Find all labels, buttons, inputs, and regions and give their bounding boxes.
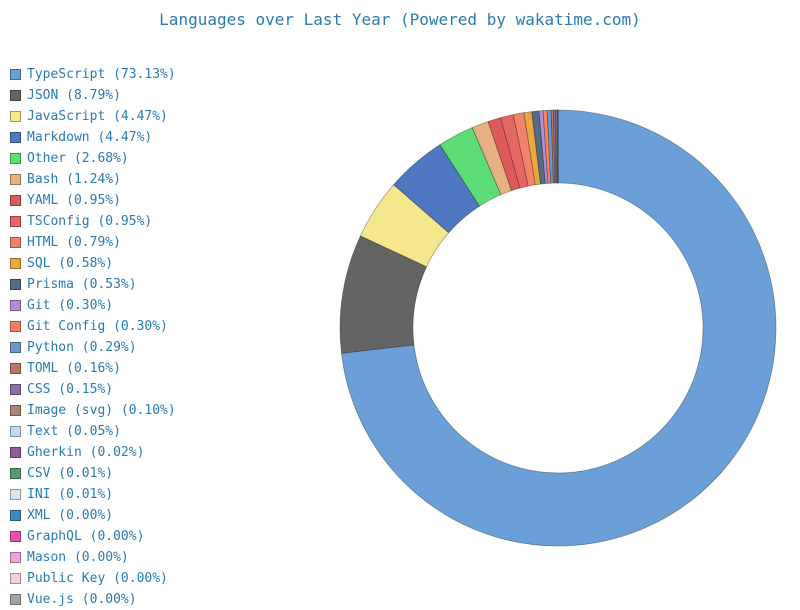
donut-chart (0, 0, 800, 600)
